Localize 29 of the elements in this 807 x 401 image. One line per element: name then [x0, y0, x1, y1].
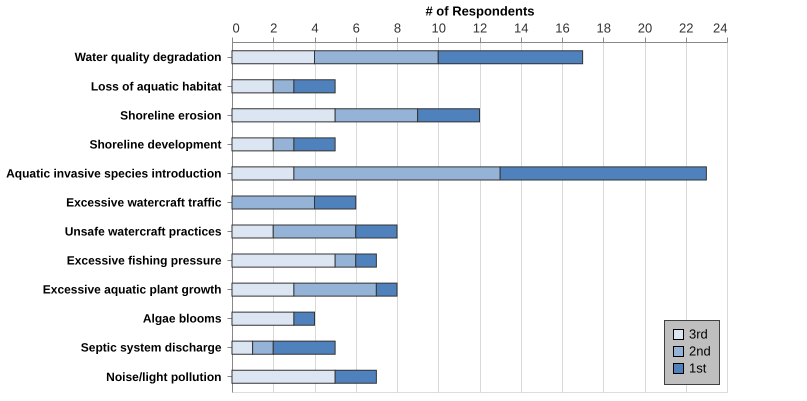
x-tick-label: 22: [679, 20, 694, 36]
y-tick-label: Excessive watercraft traffic: [66, 195, 222, 210]
y-tick-label: Unsafe watercraft practices: [64, 224, 222, 239]
x-tick-label: 2: [270, 20, 278, 36]
y-tick-label: Shoreline development: [89, 137, 222, 152]
y-tick-label: Loss of aquatic habitat: [90, 79, 222, 94]
x-tick-label: 12: [472, 20, 488, 36]
x-tick-label: 10: [432, 20, 446, 36]
y-tick-label: Septic system discharge: [80, 340, 222, 355]
x-axis-title: # of Respondents: [425, 4, 535, 18]
legend-label: 2nd: [689, 344, 711, 358]
y-tick-label: Excessive fishing pressure: [66, 254, 222, 268]
x-tick-label: 4: [311, 20, 319, 36]
y-tick-label: Water quality degradation: [74, 50, 222, 64]
x-tick-label: 20: [638, 20, 652, 36]
x-tick-label: 14: [514, 20, 528, 36]
legend-label: 1st: [689, 360, 707, 376]
x-tick-label: 18: [596, 20, 611, 36]
y-tick-label: Shoreline erosion: [120, 108, 222, 122]
x-tick-label: 6: [352, 20, 360, 36]
legend-label: 3rd: [689, 326, 708, 342]
x-tick-label: 0: [232, 20, 240, 36]
y-tick-label: Aquatic invasive species introduction: [6, 166, 222, 180]
x-tick-label: 8: [394, 20, 402, 36]
y-tick-label: Noise/light pollution: [106, 370, 222, 384]
x-tick-label: 16: [555, 20, 570, 36]
x-tick-label: 24: [713, 20, 728, 36]
y-tick-label: Excessive aquatic plant growth: [42, 282, 222, 297]
y-tick-label: Algae blooms: [142, 312, 222, 326]
